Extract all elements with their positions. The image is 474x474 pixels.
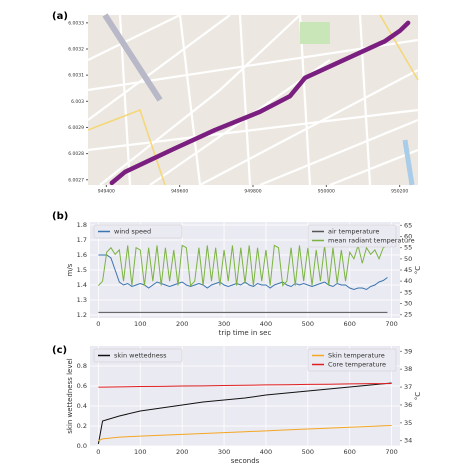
x-tick-label: 200 bbox=[176, 448, 188, 456]
y2-tick-label: 38 bbox=[404, 365, 412, 373]
y2-tick-label: 40 bbox=[404, 277, 412, 285]
y2-tick-label: 25 bbox=[404, 311, 412, 319]
y2-tick-label: 65 bbox=[404, 221, 412, 229]
x-tick-label: 0 bbox=[96, 448, 100, 456]
y2-tick-label: 45 bbox=[404, 266, 412, 274]
y-tick-label: 1.7 bbox=[77, 236, 87, 244]
x-tick-label: 600 bbox=[344, 320, 356, 328]
y-tick-label: 0.4 bbox=[77, 402, 87, 410]
y-tick-label: 0.2 bbox=[77, 422, 87, 430]
y2-tick-label: 35 bbox=[404, 288, 412, 296]
legend-box bbox=[307, 348, 397, 372]
panel-label: (c) bbox=[52, 345, 67, 356]
legend-label: wind speed bbox=[114, 228, 151, 236]
legend-label: Core temperature bbox=[328, 361, 386, 369]
x-tick-label: 950000 bbox=[318, 189, 335, 195]
y-tick-label: 1.8 bbox=[77, 221, 87, 229]
y2-tick-label: 34 bbox=[404, 437, 412, 445]
y2-tick-label: 36 bbox=[404, 401, 412, 409]
x-tick-label: 700 bbox=[385, 320, 397, 328]
legend-label: mean radiant temperature bbox=[328, 237, 415, 245]
x-tick-label: 949800 bbox=[244, 189, 261, 195]
x-axis-label: trip time in sec bbox=[219, 329, 272, 337]
y-tick-label: 6.0027 bbox=[68, 177, 84, 183]
y-tick-label: 6.0028 bbox=[68, 151, 84, 157]
y2-tick-label: 55 bbox=[404, 244, 412, 252]
y-tick-label: 6.0032 bbox=[68, 47, 84, 53]
panel-label: (a) bbox=[52, 11, 68, 22]
y2-axis-label: °C bbox=[414, 266, 422, 275]
y2-tick-label: 35 bbox=[404, 419, 412, 427]
route bbox=[109, 20, 411, 186]
y-tick-label: 0.8 bbox=[77, 362, 87, 370]
y-tick-label: 1.3 bbox=[77, 296, 87, 304]
y-tick-label: 6.0033 bbox=[68, 20, 84, 26]
y2-tick-label: 50 bbox=[404, 255, 412, 263]
x-tick-label: 300 bbox=[218, 320, 230, 328]
y2-tick-label: 37 bbox=[404, 383, 412, 391]
series-line bbox=[98, 254, 388, 291]
y2-axis-label: °C bbox=[414, 392, 422, 401]
y-tick-label: 0.0 bbox=[77, 442, 87, 450]
x-tick-label: 0 bbox=[96, 320, 100, 328]
x-tick-label: 100 bbox=[134, 320, 146, 328]
legend-label: skin wettedness bbox=[114, 352, 167, 360]
x-tick-label: 950200 bbox=[391, 189, 408, 195]
y-tick-label: 0.6 bbox=[77, 382, 87, 390]
y-tick-label: 1.2 bbox=[77, 311, 87, 319]
y-tick-label: 6.0031 bbox=[68, 73, 84, 79]
y-tick-label: 1.5 bbox=[77, 266, 87, 274]
x-tick-label: 500 bbox=[302, 448, 314, 456]
legend-label: Skin temperature bbox=[328, 352, 385, 360]
x-tick-label: 400 bbox=[260, 320, 272, 328]
legend-box bbox=[307, 224, 397, 248]
x-tick-label: 600 bbox=[344, 448, 356, 456]
series-line bbox=[98, 383, 392, 388]
x-tick-label: 100 bbox=[134, 448, 146, 456]
y-axis-label: m/s bbox=[66, 263, 74, 276]
x-tick-label: 949600 bbox=[171, 189, 188, 195]
x-tick-label: 200 bbox=[176, 320, 188, 328]
y2-tick-label: 39 bbox=[404, 347, 412, 355]
series-line bbox=[97, 382, 392, 445]
x-tick-label: 300 bbox=[218, 448, 230, 456]
series-line bbox=[98, 243, 388, 287]
x-tick-label: 700 bbox=[385, 448, 397, 456]
x-tick-label: 500 bbox=[302, 320, 314, 328]
y2-tick-label: 30 bbox=[404, 299, 412, 307]
x-tick-label: 949400 bbox=[98, 189, 115, 195]
legend-label: air temperature bbox=[328, 228, 379, 236]
series-line bbox=[98, 424, 392, 442]
y-tick-label: 6.003 bbox=[71, 99, 84, 105]
x-tick-label: 400 bbox=[260, 448, 272, 456]
y-tick-label: 1.6 bbox=[77, 251, 87, 259]
legend-box bbox=[93, 224, 183, 239]
y-axis-label: skin wettedness level bbox=[66, 358, 74, 434]
y-tick-label: 1.4 bbox=[77, 281, 87, 289]
panel-label: (b) bbox=[52, 211, 68, 222]
x-axis-label: seconds bbox=[231, 457, 260, 465]
map-background bbox=[87, 13, 419, 187]
y-tick-label: 6.0029 bbox=[68, 125, 84, 131]
y2-tick-label: 60 bbox=[404, 233, 412, 241]
legend-box bbox=[93, 348, 183, 363]
